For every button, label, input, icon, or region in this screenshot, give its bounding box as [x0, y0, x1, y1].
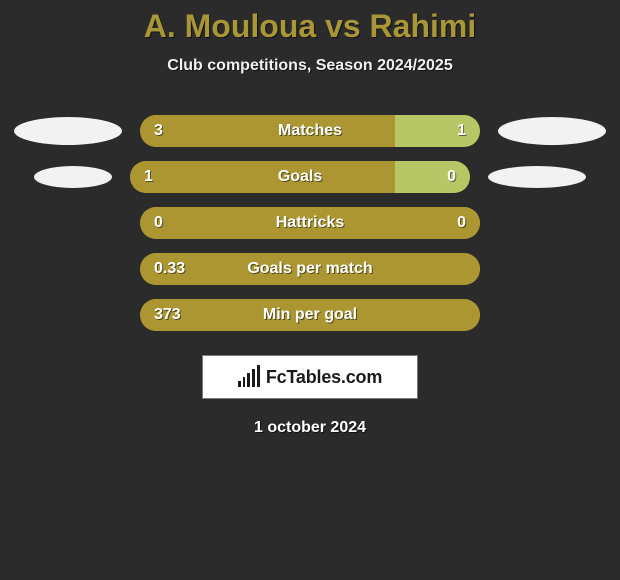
stat-label: Goals per match [140, 253, 480, 285]
logo-bars-icon [238, 367, 260, 387]
stat-bar: 0.33Goals per match [140, 253, 480, 285]
brand-logo[interactable]: FcTables.com [202, 355, 418, 399]
logo-bar-segment [247, 373, 250, 387]
player-marker-left [34, 166, 112, 188]
stat-bar: 10Goals [130, 161, 470, 193]
stat-label: Min per goal [140, 299, 480, 331]
comparison-widget: A. Mouloua vs Rahimi Club competitions, … [0, 0, 620, 580]
spacer [498, 209, 606, 237]
logo-bar-segment [252, 369, 255, 387]
stat-label: Hattricks [140, 207, 480, 239]
stat-bar: 31Matches [140, 115, 480, 147]
stat-row: 00Hattricks [0, 207, 620, 239]
stat-row: 31Matches [0, 115, 620, 147]
spacer [14, 209, 122, 237]
spacer [498, 255, 606, 283]
player-marker-right [498, 117, 606, 145]
logo-bar-segment [257, 365, 260, 387]
stat-row: 10Goals [0, 161, 620, 193]
stat-bar: 00Hattricks [140, 207, 480, 239]
stat-row: 373Min per goal [0, 299, 620, 331]
stat-row: 0.33Goals per match [0, 253, 620, 285]
player-marker-right [488, 166, 586, 188]
stat-rows: 31Matches 10Goals 00Hattricks 0.33Goals per… [0, 115, 620, 331]
spacer [498, 301, 606, 329]
spacer [14, 255, 122, 283]
stat-label: Goals [130, 161, 470, 193]
logo-bar-segment [238, 381, 241, 387]
stat-bar: 373Min per goal [140, 299, 480, 331]
logo-bar-segment [243, 377, 246, 387]
spacer [14, 301, 122, 329]
page-title: A. Mouloua vs Rahimi [0, 0, 620, 45]
date-label: 1 october 2024 [0, 419, 620, 437]
logo-text: FcTables.com [266, 367, 382, 388]
player-marker-left [14, 117, 122, 145]
stat-label: Matches [140, 115, 480, 147]
subtitle: Club competitions, Season 2024/2025 [0, 57, 620, 75]
